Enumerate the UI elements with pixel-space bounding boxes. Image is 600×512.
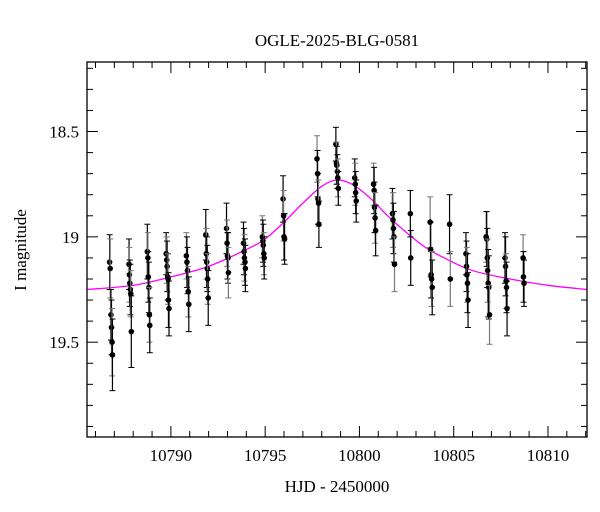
- data-marker: [391, 261, 398, 268]
- chart-title: OGLE-2025-BLG-0581: [255, 31, 419, 50]
- data-marker: [109, 352, 116, 358]
- data-marker: [316, 221, 322, 228]
- data-marker: [281, 236, 288, 242]
- data-marker: [504, 305, 510, 312]
- data-point: [446, 194, 453, 255]
- data-marker: [427, 246, 434, 253]
- data-point: [281, 213, 288, 265]
- x-tick-label: 10805: [432, 446, 475, 465]
- data-marker: [447, 276, 454, 282]
- data-marker: [186, 301, 192, 308]
- data-marker: [486, 312, 493, 318]
- data-point: [166, 280, 173, 337]
- data-point: [128, 295, 135, 368]
- data-marker: [372, 227, 379, 234]
- plot-frame: [86, 61, 588, 438]
- data-marker: [485, 284, 492, 291]
- x-tick-label: 10810: [527, 446, 570, 465]
- data-point: [353, 179, 360, 223]
- data-point: [372, 204, 379, 257]
- data-marker: [407, 210, 414, 217]
- data-point: [485, 255, 492, 320]
- data-marker: [205, 295, 212, 301]
- data-point: [407, 230, 414, 286]
- y-tick-label: 19.5: [49, 333, 79, 352]
- data-marker: [261, 255, 268, 261]
- data-marker: [335, 185, 342, 192]
- data-marker: [242, 265, 249, 272]
- data-point: [486, 284, 493, 345]
- data-marker: [465, 297, 471, 303]
- y-tick-label: 18.5: [49, 123, 79, 142]
- x-tick-label: 10790: [150, 446, 193, 465]
- data-point: [107, 238, 114, 299]
- x-axis-label: HJD - 2450000: [285, 477, 390, 496]
- data-marker: [184, 267, 191, 274]
- y-tick-label: 19: [62, 228, 79, 247]
- data-marker: [225, 269, 232, 276]
- data-marker: [107, 265, 113, 272]
- data-point: [185, 276, 192, 333]
- x-tick-label: 10795: [244, 446, 287, 465]
- data-point: [465, 272, 472, 328]
- data-point: [504, 280, 511, 337]
- data-marker: [446, 221, 453, 228]
- data-point: [407, 190, 414, 238]
- data-marker: [521, 280, 527, 287]
- data-point: [109, 318, 116, 392]
- data-marker: [146, 322, 153, 329]
- model-curve: [86, 179, 588, 291]
- data-marker: [128, 328, 135, 335]
- data-point: [261, 236, 268, 280]
- y-axis-label: I magnitude: [11, 209, 30, 291]
- data-point: [315, 200, 322, 248]
- data-marker: [166, 305, 172, 312]
- data-point: [225, 246, 232, 299]
- data-marker: [429, 284, 436, 291]
- data-point: [146, 297, 153, 354]
- data-point: [205, 270, 212, 326]
- data-point: [447, 251, 454, 307]
- x-tick-label: 10800: [338, 446, 381, 465]
- data-point: [242, 244, 249, 293]
- data-point: [335, 171, 342, 206]
- data-point: [521, 259, 528, 307]
- data-marker: [353, 198, 360, 204]
- data-marker: [127, 290, 134, 297]
- data-marker: [407, 255, 414, 261]
- data-point: [391, 236, 398, 293]
- data-point: [429, 259, 436, 316]
